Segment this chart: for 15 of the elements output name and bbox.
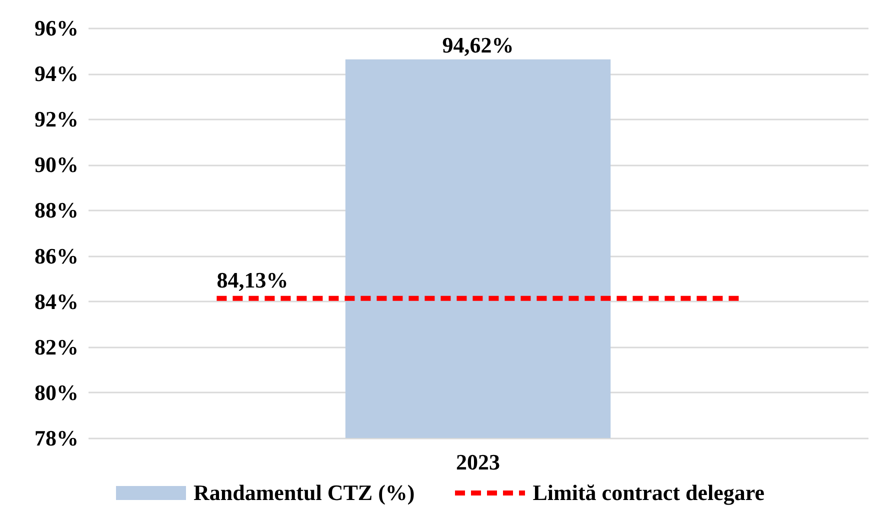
y-tick-label: 82%: [34, 334, 78, 360]
data-label: 94,62%: [442, 32, 514, 58]
y-tick-label: 96%: [34, 16, 78, 40]
text: Limită contract delegare: [532, 480, 764, 506]
x-tick-label: 2023: [456, 450, 500, 474]
y-tick-label: 84%: [34, 288, 78, 314]
y-tick-label: 80%: [34, 380, 78, 405]
y-tick-label: 88%: [34, 198, 78, 223]
y-tick-label: 92%: [34, 106, 78, 132]
ref-line-label: 84,13%: [216, 267, 288, 292]
y-tick-label: 94%: [34, 61, 78, 86]
y-tick-label: 90%: [34, 152, 78, 178]
legend-label: Randamentul CTZ (%): [194, 480, 415, 506]
y-tick-label: 78%: [34, 426, 78, 450]
y-tick-label: 86%: [34, 243, 78, 268]
